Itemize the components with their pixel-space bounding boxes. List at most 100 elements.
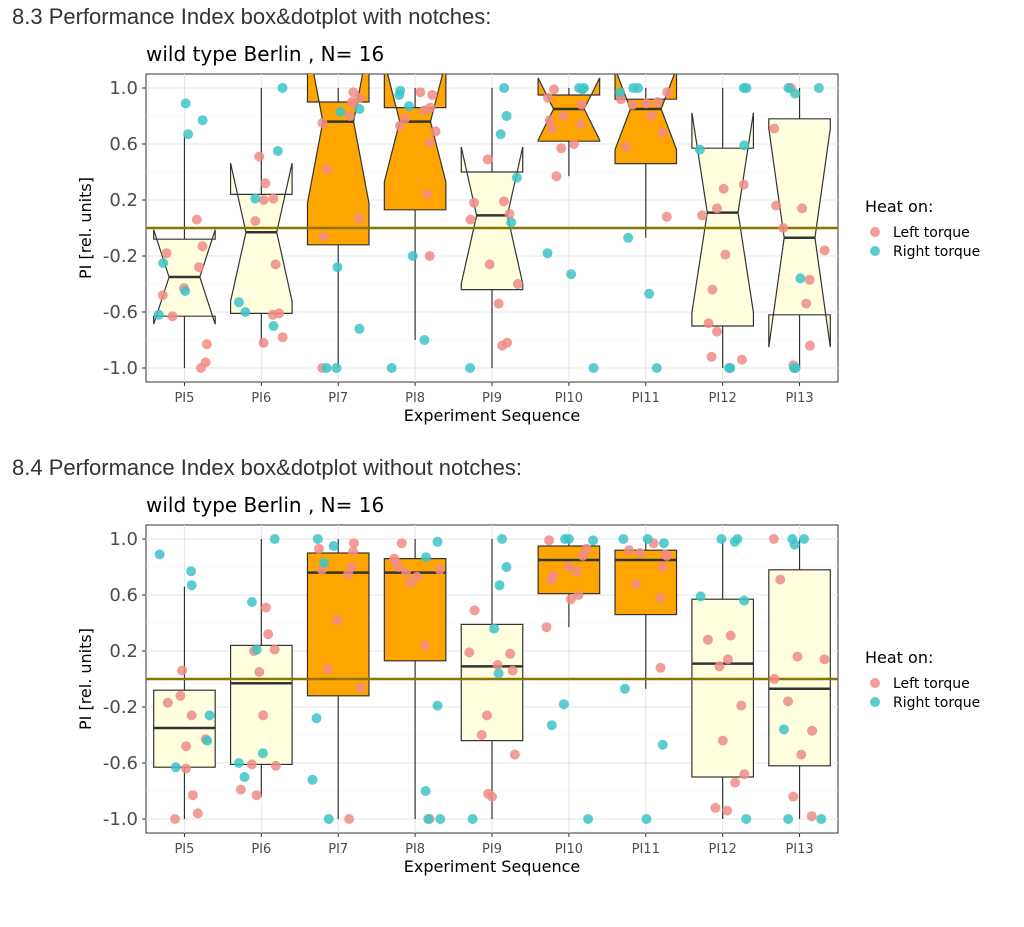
point-left-torque [571,566,582,577]
point-left-torque [415,87,426,98]
legend-key-right-torque [870,246,880,256]
y-tick-label: 1.0 [109,529,138,550]
point-left-torque [801,298,812,309]
point-right-torque [239,772,250,782]
legend-title: Heat on: [865,197,933,216]
point-right-torque [657,739,668,750]
point-right-torque [658,538,669,549]
point-left-torque [492,660,503,670]
x-tick-label: PI12 [709,842,737,857]
point-left-torque [805,340,816,351]
point-left-torque [714,661,725,672]
point-right-torque [272,146,283,156]
point-left-torque [509,749,520,760]
point-right-torque [694,144,705,155]
point-left-torque [476,730,487,740]
x-tick-label: PI9 [482,391,502,406]
point-right-torque [739,595,750,606]
point-left-torque [170,814,181,824]
point-left-torque [783,696,794,707]
x-tick-label: PI8 [405,842,425,857]
point-right-torque [716,534,727,544]
point-left-torque [661,211,672,222]
point-right-torque [186,580,197,591]
point-left-torque [655,662,666,673]
point-left-torque [424,137,435,148]
point-left-torque [504,209,515,219]
point-left-torque [657,127,668,138]
point-left-torque [465,214,476,225]
point-left-torque [427,90,438,100]
point-left-torque [343,569,354,579]
point-right-torque [354,323,365,334]
point-left-torque [396,538,407,549]
point-right-torque [197,115,208,126]
point-left-torque [505,648,516,659]
point-right-torque [511,172,522,183]
point-left-torque [344,111,355,121]
x-tick-label: PI11 [632,391,660,406]
point-left-torque [251,790,262,801]
point-right-torque [154,549,165,560]
point-right-torque [420,786,431,796]
point-left-torque [344,814,355,824]
point-left-torque [775,574,786,585]
chart-title: wild type Berlin , N= 16 [146,493,384,517]
point-right-torque [277,83,288,93]
point-left-torque [549,84,560,95]
point-left-torque [195,363,206,373]
point-right-torque [725,363,736,373]
point-right-torque [489,623,500,634]
box-pi13 [768,569,831,767]
y-axis-title: PI [rel. units] [76,177,95,279]
point-right-torque [233,758,244,768]
point-right-torque [170,762,181,773]
point-right-torque [204,710,215,721]
point-left-torque [621,141,632,152]
boxplot-plain: wild type Berlin , N= 16 -1.0 -0.6 -0.2 0.2 0… [76,493,980,876]
point-left-torque [493,298,504,309]
point-right-torque [542,248,553,259]
y-tick-label: -0.2 [103,246,138,267]
legend-label-right-torque: Right torque [893,695,980,711]
point-left-torque [563,562,574,572]
point-left-torque [655,592,666,603]
point-left-torque [270,760,281,771]
point-left-torque [697,210,708,221]
point-left-torque [662,87,673,98]
point-left-torque [235,784,246,795]
point-left-torque [177,665,188,676]
x-tick-label: PI10 [555,391,583,406]
point-left-torque [792,651,803,662]
point-left-torque [422,189,433,200]
point-left-torque [394,120,405,131]
point-left-torque [635,548,646,558]
y-tick-label: 0.6 [109,585,138,606]
point-left-torque [573,590,584,600]
point-right-torque [318,557,329,568]
point-right-torque [495,129,506,140]
point-left-torque [736,354,747,365]
point-right-torque [153,309,164,320]
point-right-torque [783,814,794,824]
point-right-torque [499,83,510,93]
point-left-torque [197,241,208,252]
x-axis-title: Experiment Sequence [404,857,580,876]
point-left-torque [712,326,723,337]
point-right-torque [257,748,268,759]
point-left-torque [260,178,271,189]
x-tick-label: PI6 [251,842,271,857]
point-right-torque [501,562,512,572]
box-pi7 [306,552,370,697]
point-right-torque [618,534,629,544]
point-left-torque [420,640,431,651]
point-left-torque [703,318,714,329]
boxplot-notched: wild type Berlin , N= 16 -1.0 -0.6 -0.2 0.2 0… [76,42,980,425]
point-left-torque [187,790,198,801]
point-right-torque [790,88,801,99]
point-left-torque [167,311,178,322]
point-right-torque [739,140,750,151]
point-left-torque [575,119,586,130]
point-right-torque [558,699,569,710]
point-left-torque [322,664,333,675]
